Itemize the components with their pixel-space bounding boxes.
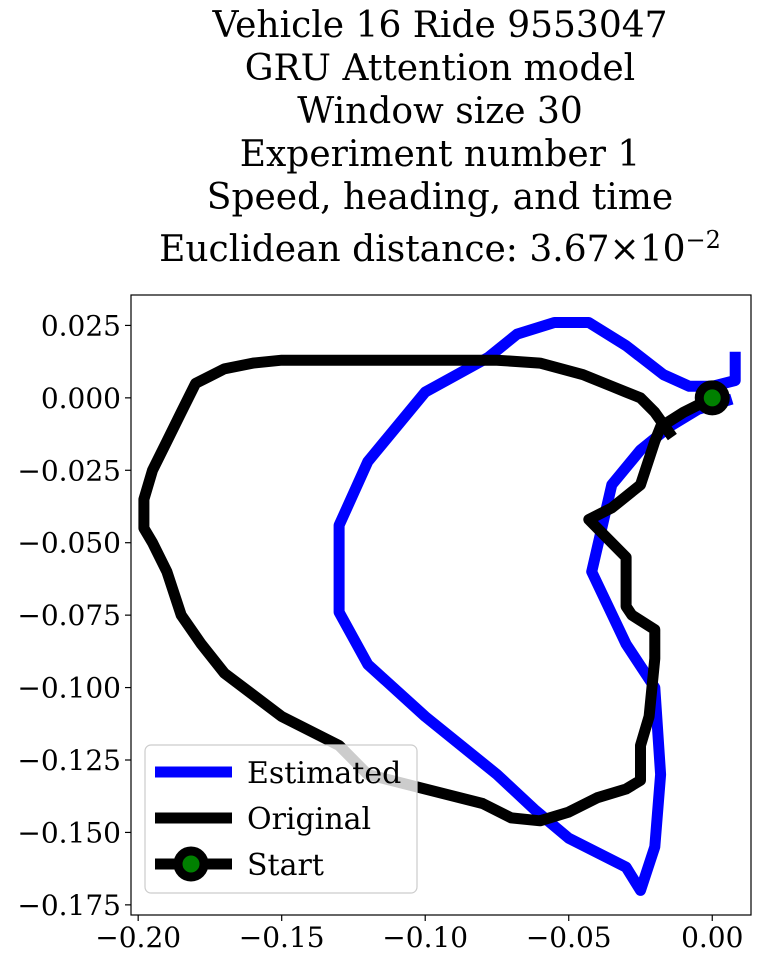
title-line-2: GRU Attention model <box>244 48 636 89</box>
metric-times: × <box>609 229 640 270</box>
title-line-5: Speed, heading, and time <box>206 177 674 218</box>
legend-entry-estimated: Estimated <box>155 756 401 791</box>
y-tick-label: −0.050 <box>17 527 121 560</box>
y-tick-label: −0.150 <box>17 816 121 849</box>
legend-label: Original <box>247 802 371 837</box>
title-metric: Euclidean distance: 3.67×10−2 <box>120 219 758 271</box>
axes-frame <box>130 294 752 916</box>
title-line-4: Experiment number 1 <box>239 134 641 175</box>
legend-entry-start: Start <box>155 846 324 883</box>
y-tick-label: 0.025 <box>41 309 121 342</box>
y-tick-label: 0.000 <box>41 382 121 415</box>
y-tick-label: −0.075 <box>17 599 121 632</box>
metric-exponent: −2 <box>685 226 721 254</box>
y-tick-label: −0.175 <box>17 889 121 922</box>
x-tick-label: −0.05 <box>526 921 612 954</box>
legend-label: Start <box>247 848 324 883</box>
title-line-1: Vehicle 16 Ride 9553047 <box>212 5 668 46</box>
legend-box <box>144 744 418 894</box>
y-tick-label: −0.025 <box>17 454 121 487</box>
series-group <box>138 317 741 896</box>
legend-entry-original: Original <box>155 802 371 837</box>
y-tick-label: −0.125 <box>17 744 121 777</box>
x-tick-label: −0.10 <box>382 921 468 954</box>
series-line-original <box>138 354 720 827</box>
legend-start-marker <box>173 846 209 882</box>
metric-base: 10 <box>639 229 686 270</box>
metric-mantissa: 3.67 <box>529 229 610 270</box>
metric-label: Euclidean distance: <box>159 229 530 270</box>
x-tick-label: −0.15 <box>239 921 325 954</box>
series-line-estimated <box>333 317 741 896</box>
start-marker <box>694 380 730 416</box>
plot-area <box>138 317 741 896</box>
legend-label: Estimated <box>247 756 401 791</box>
y-tick-label: −0.100 <box>17 672 121 705</box>
chart-title: Vehicle 16 Ride 9553047 GRU Attention mo… <box>120 4 758 271</box>
legend: Estimated Original Start <box>144 744 418 894</box>
axes: −0.20 −0.15 −0.10 −0.05 0.00 0.025 0.000 −0.025… <box>17 294 752 954</box>
title-line-3: Window size 30 <box>297 91 583 132</box>
x-tick-label: 0.00 <box>681 921 743 954</box>
x-tick-label: −0.20 <box>95 921 181 954</box>
